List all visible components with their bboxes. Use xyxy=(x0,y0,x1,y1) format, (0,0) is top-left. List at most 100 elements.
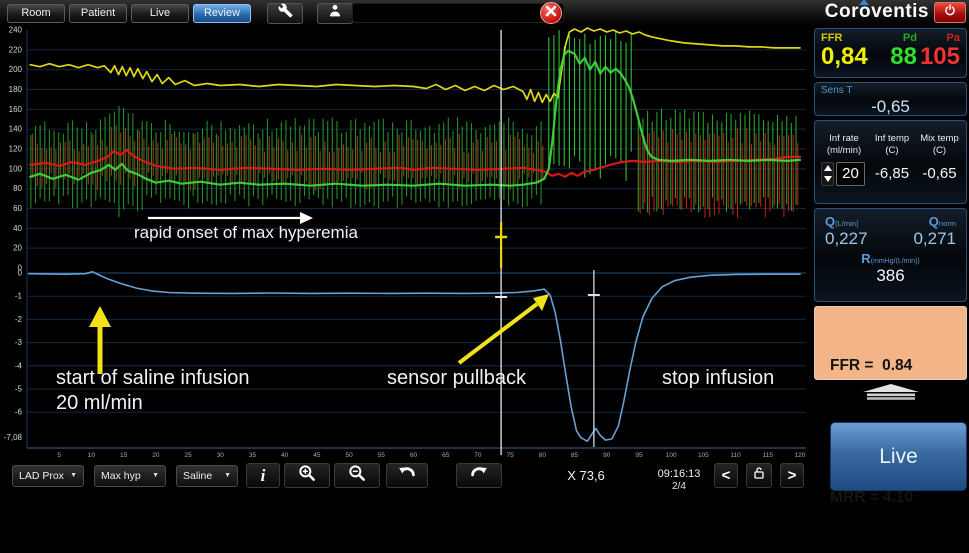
infusion-panel: Inf rate (ml/min) Inf temp (C) Mix temp (C)… xyxy=(814,120,967,204)
svg-text:50: 50 xyxy=(345,452,353,459)
sensor-temp-panel: Sens T -0,65 xyxy=(814,82,967,116)
magnifier-plus-icon xyxy=(297,463,317,488)
r-value: 386 xyxy=(876,266,905,285)
svg-text:-6: -6 xyxy=(15,408,23,417)
cursor-readout: X 73,6 xyxy=(567,468,605,483)
flow-panel: Q(L/min) Qnorm 0,227 0,271 R(mmHg/(L/min… xyxy=(814,208,967,302)
live-button[interactable]: Live xyxy=(830,422,967,491)
drawer-handle[interactable] xyxy=(814,383,967,406)
waveform-chart[interactable]: 240 220 200 180 160 140 120 100 80 60 40 20 0 0 -1 -2 -3… xyxy=(0,26,812,460)
svg-text:240: 240 xyxy=(9,26,23,35)
svg-text:100: 100 xyxy=(9,164,23,173)
svg-text:75: 75 xyxy=(507,452,515,459)
inf-rate-header: Inf rate (ml/min) xyxy=(826,133,862,156)
svg-text:20: 20 xyxy=(152,452,160,459)
inf-rate-stepper[interactable] xyxy=(821,161,834,186)
svg-text:90: 90 xyxy=(603,452,611,459)
drawer-handle-icon xyxy=(860,383,922,406)
vessel-dropdown[interactable]: LAD Prox ▼ xyxy=(12,464,84,487)
svg-text:-3: -3 xyxy=(15,338,23,347)
pd-value: 88 xyxy=(890,43,917,70)
svg-text:20: 20 xyxy=(13,244,22,253)
qnorm-value: 0,271 xyxy=(913,229,956,248)
chevron-down-icon: ▼ xyxy=(224,472,231,479)
svg-text:40: 40 xyxy=(281,452,289,459)
svg-text:0: 0 xyxy=(18,264,23,273)
inf-temp-value: -6,85 xyxy=(874,164,910,182)
pressure-panel: FFR 0,84 Pd 88 Pa 105 xyxy=(814,28,967,78)
condition-dropdown[interactable]: Max hyp ▼ xyxy=(94,464,166,487)
vessel-dropdown-label: LAD Prox xyxy=(19,469,64,482)
svg-text:60: 60 xyxy=(410,452,418,459)
svg-text:35: 35 xyxy=(249,452,257,459)
power-button[interactable] xyxy=(934,2,966,23)
zoom-in-button[interactable] xyxy=(284,463,330,488)
svg-text:120: 120 xyxy=(9,145,23,154)
svg-text:220: 220 xyxy=(9,45,23,54)
svg-text:30: 30 xyxy=(217,452,225,459)
close-button[interactable] xyxy=(540,2,562,24)
stepper-up-icon[interactable] xyxy=(823,165,832,172)
prev-recording-button[interactable]: < xyxy=(714,463,738,488)
chevron-down-icon: ▼ xyxy=(152,472,159,479)
redo-button[interactable] xyxy=(456,463,502,488)
svg-text:15: 15 xyxy=(120,452,128,459)
inf-rate-value: 20 xyxy=(836,161,865,186)
sens-t-label: Sens T xyxy=(821,85,853,96)
info-button[interactable]: i xyxy=(246,463,280,488)
close-icon xyxy=(545,4,557,22)
magnifier-minus-icon xyxy=(347,463,367,488)
tab-review[interactable]: Review xyxy=(193,3,251,23)
svg-text:85: 85 xyxy=(571,452,579,459)
svg-text:-2: -2 xyxy=(15,315,23,324)
svg-text:80: 80 xyxy=(13,184,22,193)
user-icon xyxy=(327,3,343,24)
top-toolbar: Room Patient Live Review Coroventis xyxy=(0,0,969,26)
svg-text:110: 110 xyxy=(730,452,741,459)
mix-temp-header: Mix temp (C) xyxy=(920,133,959,156)
power-icon xyxy=(943,3,957,22)
bottom-toolbar: LAD Prox ▼ Max hyp ▼ Saline ▼ i X 73,6 0… xyxy=(0,460,830,493)
condition-dropdown-label: Max hyp xyxy=(101,469,141,482)
zoom-out-button[interactable] xyxy=(334,463,380,488)
tab-patient[interactable]: Patient xyxy=(69,3,127,23)
ffr-label: FFR xyxy=(821,32,843,44)
undo-button[interactable] xyxy=(386,463,428,488)
q-value: 0,227 xyxy=(825,229,868,248)
ffr-value: 0,84 xyxy=(821,43,868,70)
svg-text:25: 25 xyxy=(184,452,192,459)
undo-icon xyxy=(396,462,418,489)
svg-text:0: 0 xyxy=(18,269,23,278)
timestamp: 09:16:13 xyxy=(657,467,701,480)
measurement-sidebar: FFR 0,84 Pd 88 Pa 105 Sens T -0,65 Inf r… xyxy=(814,28,967,506)
svg-text:5: 5 xyxy=(57,452,61,459)
sens-t-value: -0,65 xyxy=(871,97,910,116)
lock-button[interactable] xyxy=(746,463,772,488)
redo-icon xyxy=(468,462,490,489)
svg-text:45: 45 xyxy=(313,452,321,459)
r-label: R(mmHg/(L/min)) xyxy=(861,251,920,266)
brand-caret-icon xyxy=(858,0,869,5)
brand-logo: Coroventis xyxy=(825,0,929,23)
svg-text:-4: -4 xyxy=(15,361,23,370)
svg-text:55: 55 xyxy=(378,452,386,459)
qnorm-label: Qnorm xyxy=(928,214,956,229)
svg-text:115: 115 xyxy=(763,452,774,459)
medium-dropdown[interactable]: Saline ▼ xyxy=(176,464,238,487)
tab-live[interactable]: Live xyxy=(131,3,189,23)
svg-text:-5: -5 xyxy=(15,385,23,394)
settings-button[interactable] xyxy=(267,2,303,24)
svg-text:140: 140 xyxy=(9,125,23,134)
stepper-down-icon[interactable] xyxy=(823,176,832,183)
svg-text:65: 65 xyxy=(442,452,450,459)
patient-profile-button[interactable] xyxy=(317,2,353,24)
medium-dropdown-label: Saline xyxy=(183,469,213,482)
pd-label: Pd xyxy=(902,32,917,44)
pa-label: Pa xyxy=(946,32,960,44)
next-recording-button[interactable]: > xyxy=(780,463,804,488)
tab-room[interactable]: Room xyxy=(7,3,65,23)
wrench-icon xyxy=(277,2,294,24)
svg-text:180: 180 xyxy=(9,85,23,94)
svg-text:60: 60 xyxy=(13,204,22,213)
page-indicator: 2/4 xyxy=(672,481,686,493)
